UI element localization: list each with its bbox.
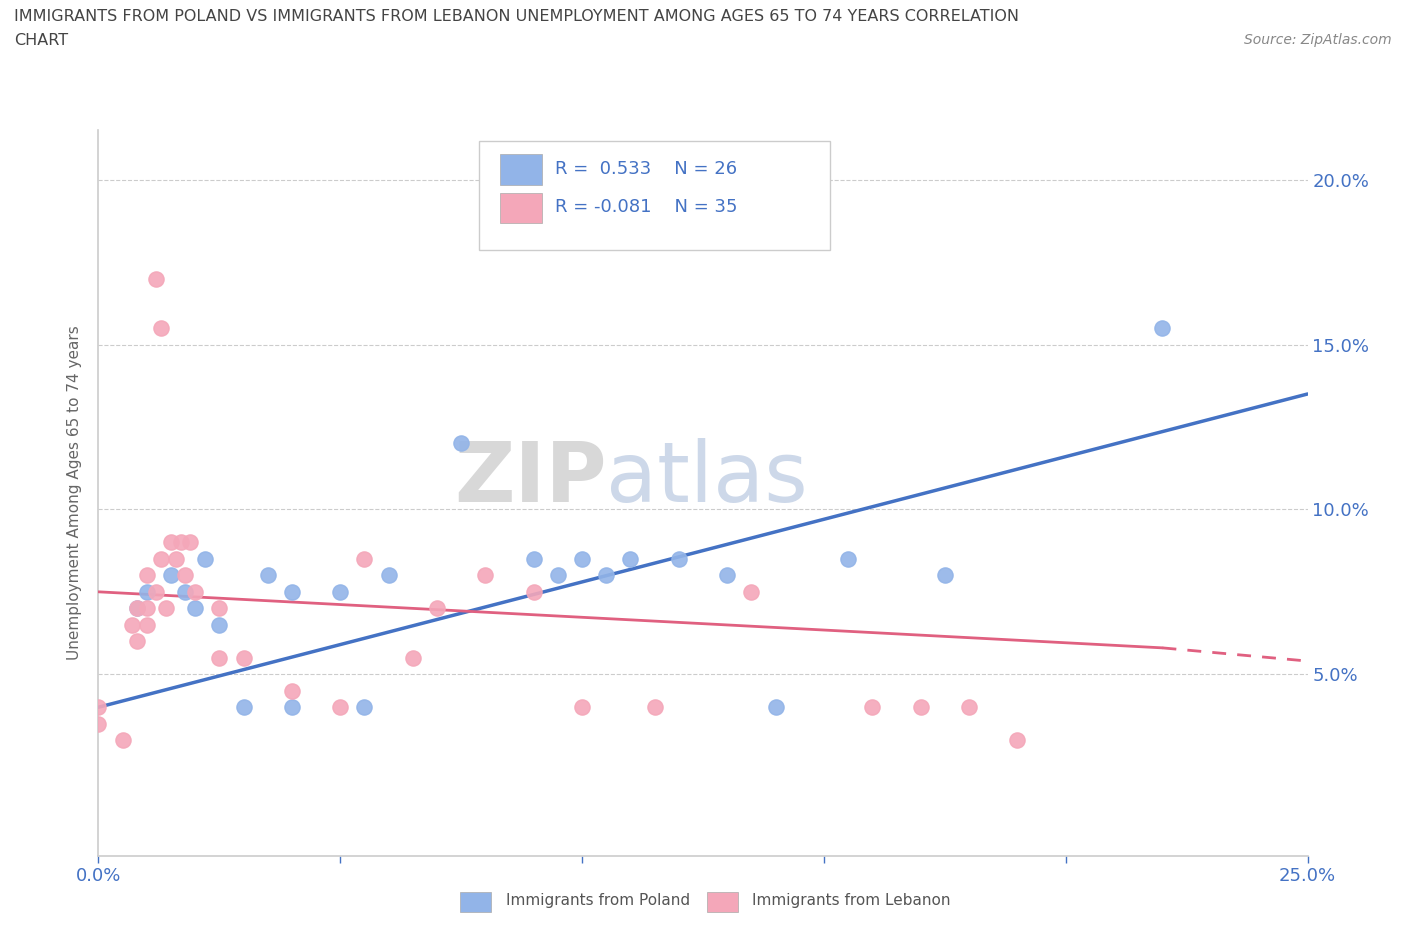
Text: atlas: atlas <box>606 438 808 519</box>
Point <box>571 551 593 566</box>
Point <box>934 568 956 583</box>
Point <box>595 568 617 583</box>
Point <box>208 618 231 632</box>
Text: CHART: CHART <box>14 33 67 47</box>
Point <box>150 321 173 336</box>
Point <box>765 699 787 714</box>
Text: Source: ZipAtlas.com: Source: ZipAtlas.com <box>1244 33 1392 46</box>
Point <box>1007 733 1029 748</box>
Text: R =  0.533    N = 26: R = 0.533 N = 26 <box>555 160 738 178</box>
Point <box>208 601 231 616</box>
Point <box>232 699 254 714</box>
Point <box>127 601 149 616</box>
Point <box>402 650 425 665</box>
Point <box>353 551 375 566</box>
Point <box>184 584 207 599</box>
Point <box>145 584 167 599</box>
Point <box>353 699 375 714</box>
Point <box>547 568 569 583</box>
Point <box>740 584 762 599</box>
Point <box>1152 321 1174 336</box>
Point <box>619 551 641 566</box>
Point <box>155 601 177 616</box>
Point <box>281 699 304 714</box>
Point <box>426 601 449 616</box>
Point <box>127 601 149 616</box>
Point <box>644 699 666 714</box>
Point <box>169 535 191 550</box>
Point <box>179 535 201 550</box>
Point <box>135 618 157 632</box>
Point <box>165 551 187 566</box>
Point <box>837 551 859 566</box>
Point <box>668 551 690 566</box>
Point <box>450 436 472 451</box>
Point <box>160 535 183 550</box>
Point <box>910 699 932 714</box>
Point <box>150 551 173 566</box>
Text: IMMIGRANTS FROM POLAND VS IMMIGRANTS FROM LEBANON UNEMPLOYMENT AMONG AGES 65 TO : IMMIGRANTS FROM POLAND VS IMMIGRANTS FRO… <box>14 9 1019 24</box>
Point <box>135 568 157 583</box>
Point <box>208 650 231 665</box>
Point <box>329 584 352 599</box>
Point <box>194 551 217 566</box>
Text: Immigrants from Lebanon: Immigrants from Lebanon <box>752 893 950 908</box>
Point <box>174 568 197 583</box>
FancyBboxPatch shape <box>501 154 543 185</box>
Point <box>184 601 207 616</box>
FancyBboxPatch shape <box>479 141 830 250</box>
Point <box>474 568 496 583</box>
Point <box>232 650 254 665</box>
Point <box>523 584 546 599</box>
Point <box>160 568 183 583</box>
FancyBboxPatch shape <box>501 193 543 223</box>
Text: ZIP: ZIP <box>454 438 606 519</box>
Point <box>174 584 197 599</box>
Point <box>860 699 883 714</box>
Text: Immigrants from Poland: Immigrants from Poland <box>506 893 690 908</box>
Point <box>281 684 304 698</box>
Point <box>377 568 399 583</box>
Point <box>523 551 546 566</box>
Point <box>121 618 143 632</box>
Point <box>281 584 304 599</box>
Point <box>329 699 352 714</box>
Point <box>111 733 134 748</box>
Point <box>957 699 980 714</box>
Point <box>256 568 278 583</box>
Point <box>87 699 110 714</box>
Point <box>716 568 738 583</box>
Point <box>145 272 167 286</box>
Point <box>135 601 157 616</box>
Text: R = -0.081    N = 35: R = -0.081 N = 35 <box>555 198 738 216</box>
Point <box>135 584 157 599</box>
Y-axis label: Unemployment Among Ages 65 to 74 years: Unemployment Among Ages 65 to 74 years <box>67 326 83 660</box>
Point <box>571 699 593 714</box>
Point <box>127 634 149 649</box>
Point <box>87 716 110 731</box>
